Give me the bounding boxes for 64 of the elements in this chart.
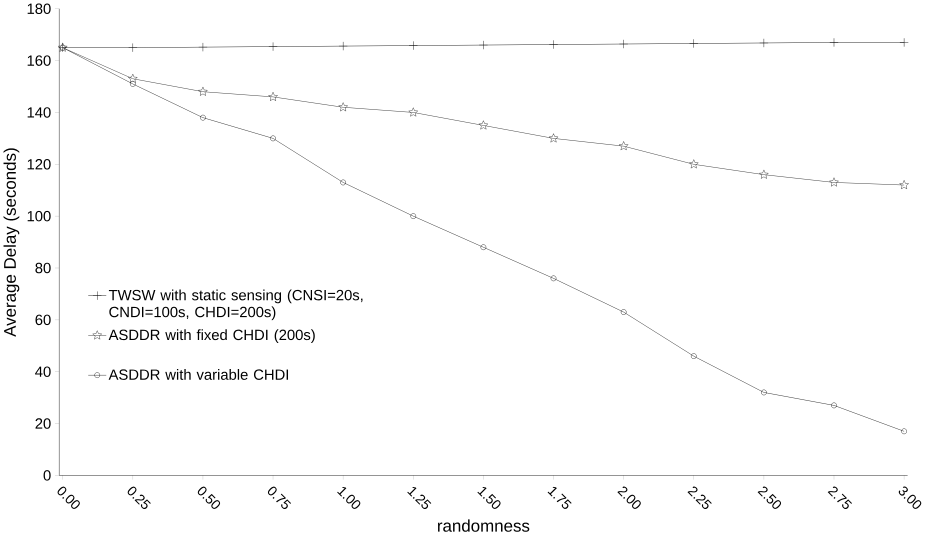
y-axis-title: Average Delay (seconds) xyxy=(4,148,20,337)
x-axis-title: randomness xyxy=(438,519,530,532)
point xyxy=(198,86,208,96)
point xyxy=(901,428,907,434)
point xyxy=(689,38,698,48)
point xyxy=(130,80,136,87)
x-tick-label: 2.75 xyxy=(828,486,852,509)
point xyxy=(478,40,488,50)
point xyxy=(338,102,348,112)
point xyxy=(128,74,138,83)
point xyxy=(128,43,138,52)
y-tick-label: 140 xyxy=(28,107,51,118)
x-tick-label: 1.50 xyxy=(477,486,501,509)
point xyxy=(830,38,838,47)
point xyxy=(338,41,348,50)
point xyxy=(480,244,486,250)
x-tick-label: 2.25 xyxy=(687,486,712,509)
legend-label: ASDDR with fixed CHDI (200s) xyxy=(108,329,315,343)
point xyxy=(759,38,768,48)
y-tick-label: 80 xyxy=(35,262,51,274)
y-tick-label: 40 xyxy=(35,366,51,377)
point xyxy=(548,133,558,142)
x-tick-label: 0.25 xyxy=(128,486,151,509)
x-tick-label: 1.75 xyxy=(548,486,572,509)
legend-label: TWSW with static sensing (CNSI=20s, CNDI=100s, CHDI=200s) xyxy=(108,289,362,320)
x-tick-label: 1.25 xyxy=(407,486,432,509)
point xyxy=(408,107,418,116)
point xyxy=(761,389,767,396)
point xyxy=(620,309,626,315)
y-tick-label: 20 xyxy=(36,418,51,429)
y-tick-label: 100 xyxy=(28,210,51,222)
point xyxy=(268,42,278,51)
point xyxy=(829,177,839,186)
point xyxy=(270,135,276,142)
point xyxy=(550,275,556,282)
point xyxy=(478,120,488,130)
point xyxy=(408,40,418,50)
y-tick-label: 60 xyxy=(36,314,51,325)
x-tick-label: 0.00 xyxy=(58,486,80,509)
point xyxy=(690,353,697,359)
y-tick-label: 0 xyxy=(44,470,51,480)
y-tick-label: 180 xyxy=(28,3,51,14)
x-tick-label: 2.50 xyxy=(758,486,782,509)
point xyxy=(198,42,208,52)
x-tick-label: 0.50 xyxy=(198,486,220,509)
point xyxy=(759,170,769,179)
x-tick-label: 2.00 xyxy=(617,486,641,509)
point xyxy=(899,180,909,189)
point xyxy=(900,38,909,47)
point xyxy=(340,179,346,186)
y-tick-label: 160 xyxy=(28,55,51,66)
x-tick-label: 3.00 xyxy=(898,486,922,509)
point xyxy=(200,114,206,120)
point xyxy=(410,213,416,219)
point xyxy=(619,39,628,48)
x-tick-label: 0.75 xyxy=(268,486,292,509)
point xyxy=(618,141,628,150)
point xyxy=(268,92,278,101)
point xyxy=(549,40,558,49)
point xyxy=(831,402,837,408)
y-tick-label: 120 xyxy=(28,158,51,170)
point xyxy=(689,159,698,168)
legend-label: ASDDR with variable CHDI xyxy=(108,368,288,380)
x-tick-label: 1.00 xyxy=(337,486,360,509)
